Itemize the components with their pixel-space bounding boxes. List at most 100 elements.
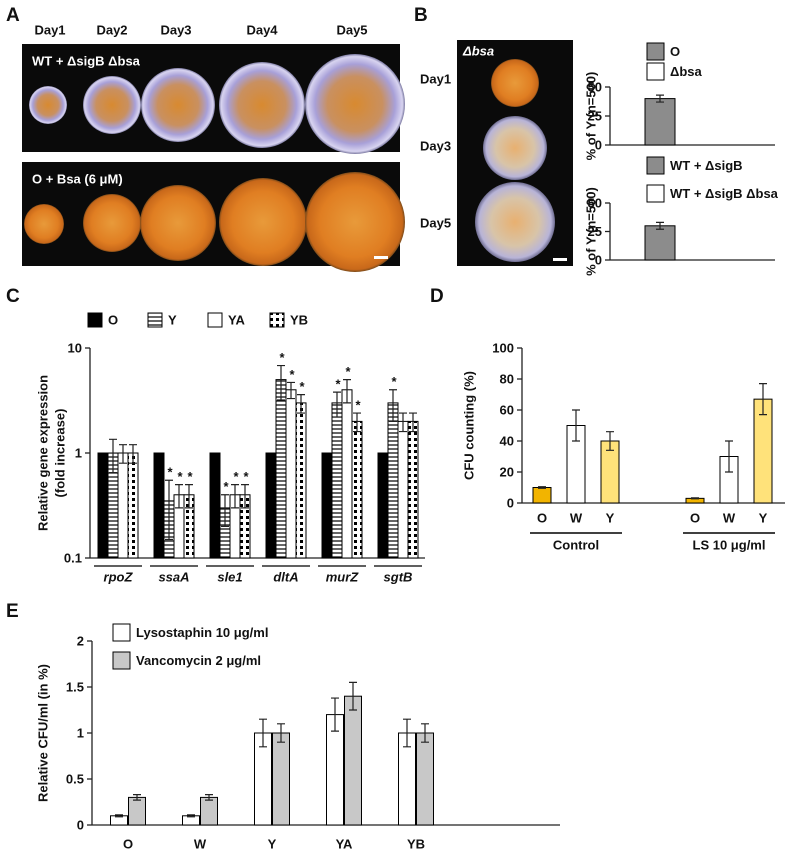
- legend-swatch: [646, 156, 665, 175]
- x-tick-label: Y: [759, 510, 768, 525]
- significance: *: [279, 350, 285, 365]
- group-label: Control: [553, 537, 599, 552]
- significance: *: [187, 469, 193, 484]
- y-tick-label: 0.1: [64, 550, 82, 565]
- legend-label: Lysostaphin 10 μg/ml: [136, 625, 268, 640]
- y-tick-label: 1: [77, 725, 84, 740]
- x-tick-label: murZ: [326, 569, 360, 584]
- error-bar: [109, 438, 117, 474]
- error-bar: [343, 379, 351, 404]
- error-bar: [221, 494, 229, 527]
- y-axis-label: Relative CFU/ml (in %): [35, 664, 50, 802]
- y-tick-label: 0: [77, 817, 84, 832]
- colonies: [24, 172, 405, 272]
- error-bar: [165, 479, 173, 541]
- legend-swatch: [112, 651, 131, 670]
- y-tick-label: 50: [588, 195, 602, 210]
- y-axis-label: % of Y (n=500): [583, 187, 598, 276]
- day-label: Day3: [420, 138, 451, 153]
- row-label: WT + ΔsigB Δbsa: [32, 53, 141, 68]
- bar: [351, 420, 363, 559]
- legend-swatch: [207, 312, 223, 328]
- bar: [331, 402, 343, 559]
- panel-label: E: [6, 601, 19, 622]
- y-tick-label: 25: [588, 108, 602, 123]
- y-tick-label: 0: [595, 252, 602, 267]
- x-tick-label: O: [123, 836, 133, 851]
- error-bar: [656, 94, 664, 103]
- x-tick-label: W: [723, 510, 736, 525]
- legend-label: YA: [228, 312, 245, 327]
- error-bar: [119, 444, 127, 464]
- bar: [265, 452, 277, 559]
- legend-swatch: [646, 62, 665, 81]
- error-bar: [297, 393, 305, 414]
- day-label: Day2: [96, 22, 127, 37]
- error-bar: [277, 364, 285, 401]
- y-tick-label: 1.5: [66, 679, 84, 694]
- bar: [117, 452, 129, 559]
- bar: [285, 389, 297, 559]
- significance: *: [289, 367, 295, 382]
- error-bar: [205, 794, 213, 801]
- error-bar: [606, 431, 614, 451]
- bar: [321, 452, 333, 559]
- error-bar: [241, 484, 249, 509]
- bar: [295, 402, 307, 559]
- bar: [128, 796, 146, 826]
- day-label: Day5: [336, 22, 367, 37]
- x-tick-label: sgtB: [384, 569, 413, 584]
- bar: [341, 389, 353, 559]
- x-tick-label: YB: [407, 836, 425, 851]
- legend-swatch: [269, 312, 285, 328]
- significance: *: [243, 469, 249, 484]
- significance: *: [233, 469, 239, 484]
- legend-label: O: [670, 44, 680, 59]
- significance: *: [345, 364, 351, 379]
- legend-swatch: [646, 184, 665, 203]
- legend-swatch: [646, 42, 665, 61]
- strain-label: Δbsa: [462, 43, 494, 58]
- bar: [127, 452, 139, 559]
- error-bar: [331, 697, 339, 732]
- legend-label: Δbsa: [670, 64, 703, 79]
- error-bar: [115, 814, 123, 818]
- bar: [272, 732, 290, 826]
- error-bar: [421, 723, 429, 743]
- y-tick-label: 0: [507, 495, 514, 510]
- x-tick-label: ssaA: [158, 569, 189, 584]
- y-tick-label: 60: [500, 402, 514, 417]
- colonies: [29, 54, 405, 154]
- error-bar: [187, 814, 195, 818]
- bar: [397, 420, 409, 559]
- y-tick-label: 20: [500, 464, 514, 479]
- bar: [644, 225, 676, 261]
- day-label: Day1: [420, 71, 451, 86]
- x-tick-label: rpoZ: [104, 569, 134, 584]
- error-bar: [259, 718, 267, 748]
- legend-label: O: [108, 312, 118, 327]
- x-tick-label: O: [690, 510, 700, 525]
- x-tick-label: W: [194, 836, 207, 851]
- legend-swatch: [147, 312, 163, 328]
- x-tick-label: W: [570, 510, 583, 525]
- error-bar: [133, 794, 141, 801]
- error-bar: [403, 718, 411, 748]
- y-tick-label: 2: [77, 633, 84, 648]
- legend-label: WT + ΔsigB Δbsa: [670, 186, 779, 201]
- significance: *: [167, 465, 173, 480]
- significance: *: [223, 479, 229, 494]
- panel-label: D: [430, 286, 444, 307]
- y-tick-label: 0.5: [66, 771, 84, 786]
- x-tick-label: O: [537, 510, 547, 525]
- panel-label: C: [6, 286, 20, 307]
- bar: [275, 379, 287, 559]
- legend-label: Vancomycin 2 μg/ml: [136, 653, 261, 668]
- error-bar: [656, 221, 664, 230]
- significance: *: [391, 374, 397, 389]
- bar: [644, 98, 676, 146]
- bar: [153, 452, 165, 559]
- panel-label: A: [6, 5, 20, 26]
